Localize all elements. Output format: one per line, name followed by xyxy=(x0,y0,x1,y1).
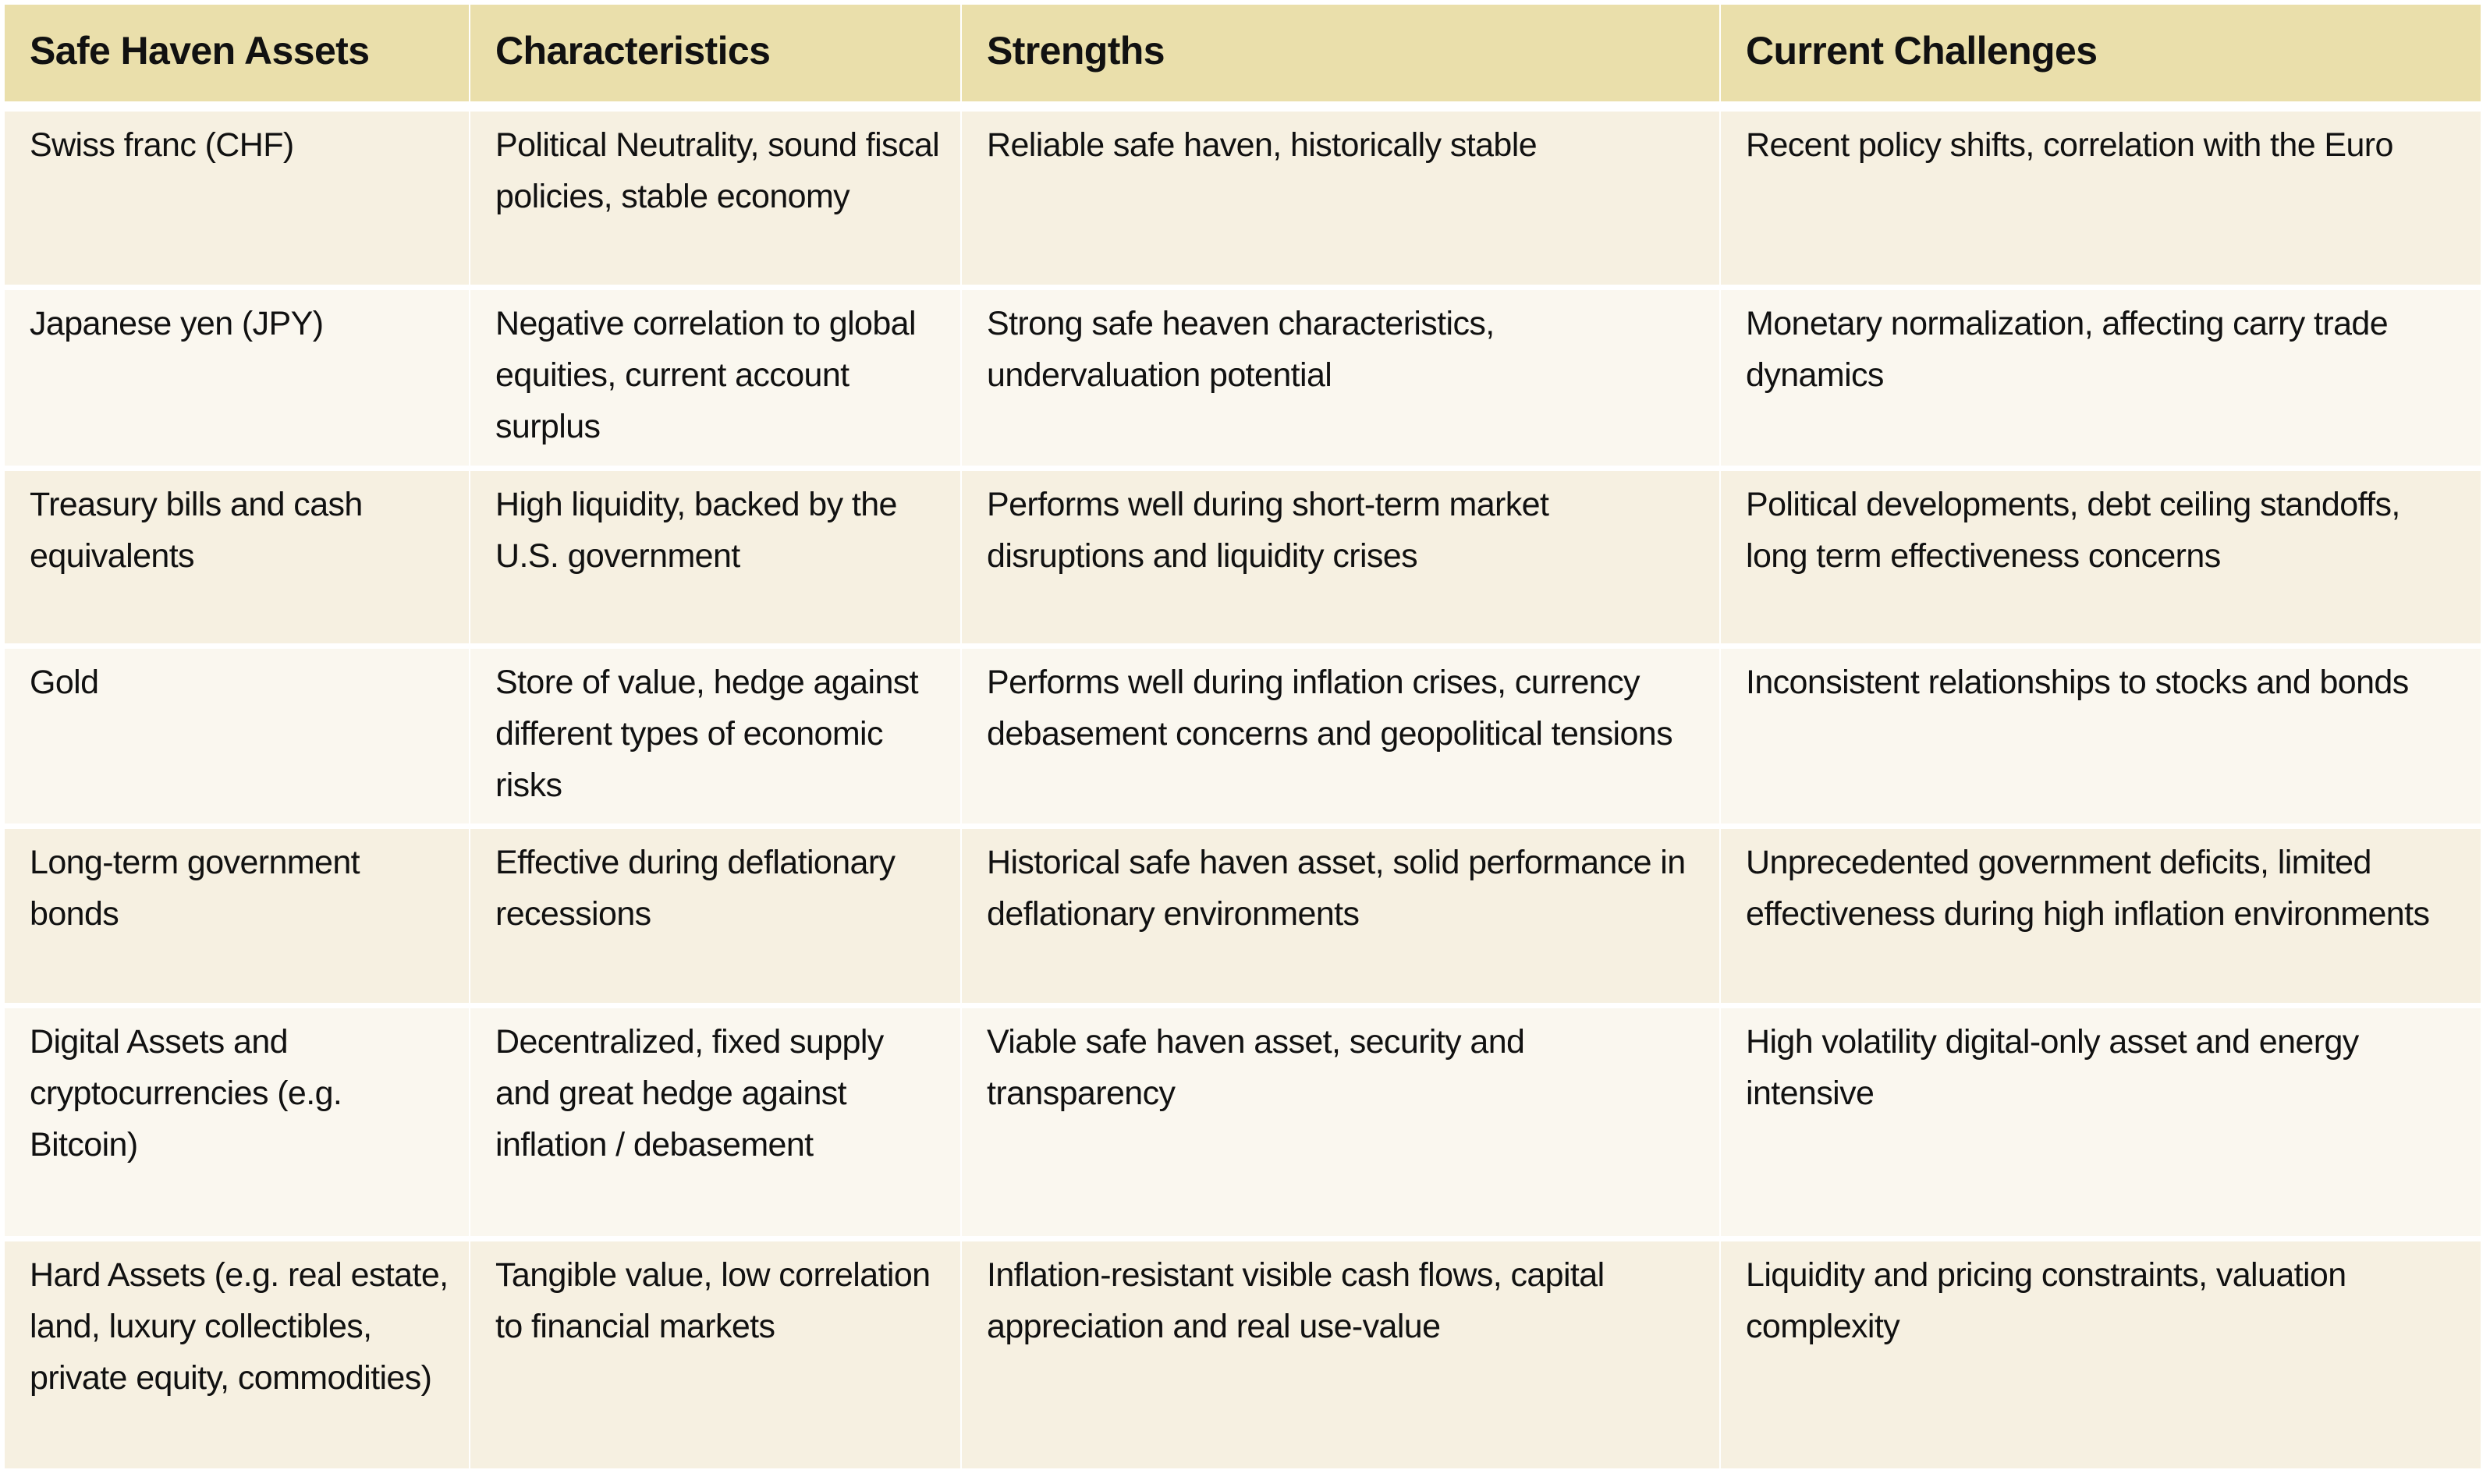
cell-strengths: Inflation-resistant visible cash flows, … xyxy=(962,1241,1719,1468)
cell-challenges: Recent policy shifts, correlation with t… xyxy=(1721,112,2481,285)
cell-characteristics: Negative correlation to global equities,… xyxy=(470,290,960,466)
table-row: Gold Store of value, hedge against diffe… xyxy=(5,649,2481,823)
cell-asset: Hard Assets (e.g. real estate, land, lux… xyxy=(5,1241,469,1468)
cell-strengths: Performs well during inflation crises, c… xyxy=(962,649,1719,823)
cell-strengths: Strong safe heaven characteristics, unde… xyxy=(962,290,1719,466)
cell-asset: Japanese yen (JPY) xyxy=(5,290,469,466)
header-characteristics: Characteristics xyxy=(470,5,960,101)
table-row: Long-term government bonds Effective dur… xyxy=(5,829,2481,1003)
table-header-row: Safe Haven Assets Characteristics Streng… xyxy=(5,5,2481,101)
header-strengths: Strengths xyxy=(962,5,1719,101)
table-row: Swiss franc (CHF) Political Neutrality, … xyxy=(5,112,2481,285)
table-row: Japanese yen (JPY) Negative correlation … xyxy=(5,290,2481,466)
table-row: Treasury bills and cash equivalents High… xyxy=(5,471,2481,643)
cell-challenges: Unprecedented government deficits, limit… xyxy=(1721,829,2481,1003)
cell-asset: Long-term government bonds xyxy=(5,829,469,1003)
cell-challenges: Liquidity and pricing constraints, valua… xyxy=(1721,1241,2481,1468)
table-row: Hard Assets (e.g. real estate, land, lux… xyxy=(5,1241,2481,1468)
cell-characteristics: High liquidity, backed by the U.S. gover… xyxy=(470,471,960,643)
cell-challenges: Inconsistent relationships to stocks and… xyxy=(1721,649,2481,823)
safe-haven-assets-table: Safe Haven Assets Characteristics Streng… xyxy=(5,5,2481,1468)
cell-characteristics: Store of value, hedge against different … xyxy=(470,649,960,823)
cell-challenges: High volatility digital-only asset and e… xyxy=(1721,1008,2481,1236)
cell-asset: Gold xyxy=(5,649,469,823)
cell-characteristics: Decentralized, fixed supply and great he… xyxy=(470,1008,960,1236)
cell-strengths: Reliable safe haven, historically stable xyxy=(962,112,1719,285)
cell-challenges: Monetary normalization, affecting carry … xyxy=(1721,290,2481,466)
cell-strengths: Viable safe haven asset, security and tr… xyxy=(962,1008,1719,1236)
cell-characteristics: Tangible value, low correlation to finan… xyxy=(470,1241,960,1468)
cell-strengths: Historical safe haven asset, solid perfo… xyxy=(962,829,1719,1003)
table-row: Digital Assets and cryptocurrencies (e.g… xyxy=(5,1008,2481,1236)
cell-characteristics: Effective during deflationary recessions xyxy=(470,829,960,1003)
cell-challenges: Political developments, debt ceiling sta… xyxy=(1721,471,2481,643)
cell-asset: Swiss franc (CHF) xyxy=(5,112,469,285)
header-safe-haven-assets: Safe Haven Assets xyxy=(5,5,469,101)
cell-characteristics: Political Neutrality, sound fiscal polic… xyxy=(470,112,960,285)
header-current-challenges: Current Challenges xyxy=(1721,5,2481,101)
cell-asset: Digital Assets and cryptocurrencies (e.g… xyxy=(5,1008,469,1236)
cell-strengths: Performs well during short-term market d… xyxy=(962,471,1719,643)
cell-asset: Treasury bills and cash equivalents xyxy=(5,471,469,643)
